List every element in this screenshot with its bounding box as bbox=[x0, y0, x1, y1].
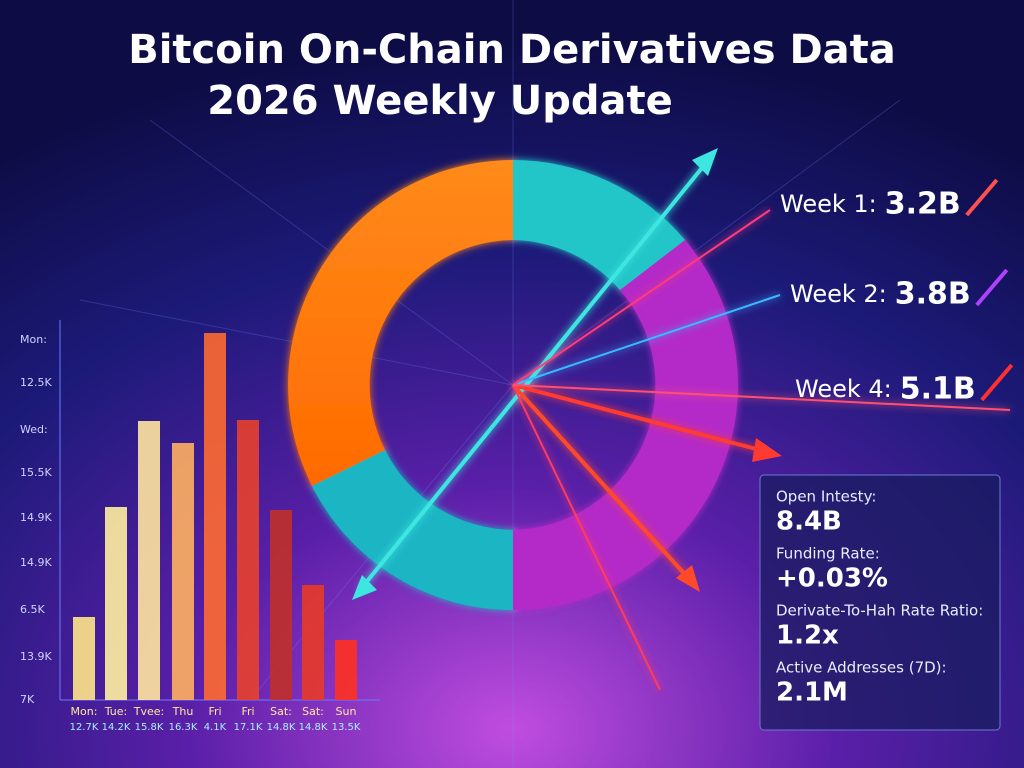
bar bbox=[302, 585, 324, 700]
axis-label: Wed: bbox=[20, 423, 48, 436]
axis-label: Mon: bbox=[20, 333, 47, 346]
arrow-heads bbox=[352, 148, 782, 600]
bar-value: 14.8K bbox=[267, 722, 296, 733]
week-arrow bbox=[975, 268, 1009, 307]
bar-value: 17.1K bbox=[234, 722, 263, 733]
stat-label: Funding Rate: bbox=[776, 545, 880, 563]
bar-day: Mon: bbox=[71, 705, 98, 718]
bar-day: Fri bbox=[208, 705, 221, 718]
axis-label: 14.9K bbox=[20, 556, 52, 569]
stats-panel bbox=[759, 474, 1001, 731]
bar bbox=[73, 617, 95, 700]
axis-label: 13.9K bbox=[20, 650, 52, 663]
stat-label: Derivate-To-Hah Rate Ratio: bbox=[776, 602, 983, 620]
bar bbox=[335, 640, 357, 700]
bar-day: Sat: bbox=[270, 705, 292, 718]
week-label: Week 4: bbox=[795, 375, 892, 403]
stat-value: 1.2x bbox=[776, 621, 839, 651]
bar-value: 15.8K bbox=[135, 722, 164, 733]
bar-value: 4.1K bbox=[204, 722, 227, 733]
bar-value: 14.2K bbox=[102, 722, 131, 733]
week-value: 5.1B bbox=[900, 372, 976, 407]
bar bbox=[172, 443, 194, 700]
axis-label: 15.5K bbox=[20, 466, 52, 479]
donut bbox=[288, 160, 738, 610]
axis-label: 12.5K bbox=[20, 376, 52, 389]
week-label: Week 1: bbox=[780, 190, 877, 218]
stat-value: +0.03% bbox=[776, 564, 888, 594]
bar-day: Sat: bbox=[302, 705, 324, 718]
bar bbox=[204, 333, 226, 700]
week-arrow bbox=[965, 178, 999, 217]
week-arrow bbox=[980, 363, 1014, 402]
week-value: 3.2B bbox=[885, 187, 961, 222]
week-value: 3.8B bbox=[895, 277, 971, 312]
title: 2026 Weekly Update bbox=[207, 78, 673, 124]
axis-label: 6.5K bbox=[20, 603, 45, 616]
bar-value: 14.8K bbox=[299, 722, 328, 733]
stat-label: Open Intesty: bbox=[776, 488, 876, 506]
arrows bbox=[358, 156, 1011, 691]
axis-label: 7K bbox=[20, 693, 35, 706]
stat-value: 2.1M bbox=[776, 678, 848, 708]
axis-label: 14.9K bbox=[20, 511, 52, 524]
bar-value: 16.3K bbox=[169, 722, 198, 733]
stat-value: 8.4B bbox=[776, 507, 842, 537]
bar-day: Fri bbox=[241, 705, 254, 718]
bar-value: 12.7K bbox=[70, 722, 99, 733]
bar bbox=[270, 510, 292, 700]
bar-day: Thu bbox=[172, 705, 194, 718]
bar-day: Tvee: bbox=[133, 705, 164, 718]
bar bbox=[105, 507, 127, 700]
bar-value: 13.5K bbox=[332, 722, 361, 733]
bar-day: Tue: bbox=[104, 705, 128, 718]
bar bbox=[138, 421, 160, 700]
week-label: Week 2: bbox=[790, 280, 887, 308]
title: Bitcoin On-Chain Derivatives Data bbox=[128, 27, 896, 73]
bar-day: Sun bbox=[336, 705, 357, 718]
bar bbox=[237, 420, 259, 700]
stat-label: Active Addresses (7D): bbox=[776, 659, 947, 677]
